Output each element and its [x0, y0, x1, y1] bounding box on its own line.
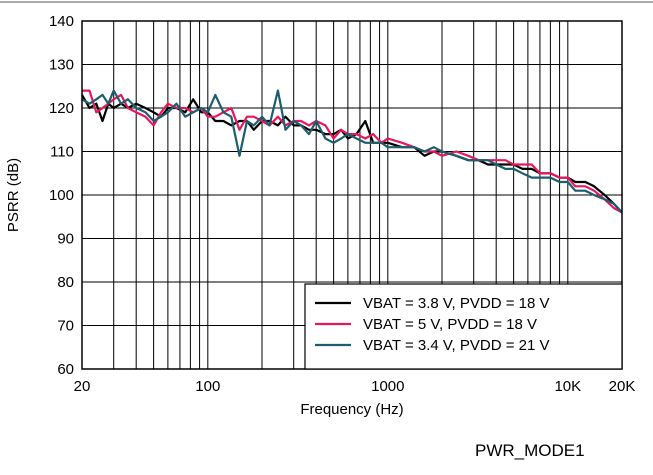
y-tick-label: 140	[49, 13, 74, 30]
legend-label: VBAT = 3.8 V, PVDD = 18 V	[363, 295, 550, 312]
y-tick-label: 130	[49, 57, 74, 74]
y-tick-label: 100	[49, 187, 74, 204]
series-lines	[81, 89, 623, 214]
legend-label: VBAT = 3.4 V, PVDD = 21 V	[363, 337, 550, 354]
x-axis-title: Frequency (Hz)	[300, 401, 403, 418]
y-tick-label: 90	[57, 231, 74, 248]
x-tick-label: 10K	[554, 378, 581, 395]
y-tick-label: 120	[49, 100, 74, 117]
x-tick-label: 20	[74, 378, 91, 395]
x-tick-label: 1000	[371, 378, 404, 395]
y-tick-label: 80	[57, 274, 74, 291]
y-tick-label: 110	[50, 144, 74, 161]
legend: VBAT = 3.8 V, PVDD = 18 V VBAT = 5 V, PVD…	[304, 283, 623, 370]
legend-box	[304, 283, 623, 370]
x-tick-label: 20K	[609, 378, 636, 395]
legend-label: VBAT = 5 V, PVDD = 18 V	[363, 316, 537, 333]
tick-labels: 60 70 80 90 100 110 120 130 140 20 100 1000 10K 20K	[49, 13, 635, 395]
y-axis-title: PSRR (dB)	[5, 158, 22, 232]
figure-tag: PWR_MODE1	[475, 441, 585, 460]
series-line	[82, 89, 623, 214]
series-line	[81, 89, 623, 214]
x-tick-label: 100	[195, 378, 220, 395]
y-tick-label: 70	[57, 318, 74, 335]
y-tick-label: 60	[57, 361, 74, 378]
